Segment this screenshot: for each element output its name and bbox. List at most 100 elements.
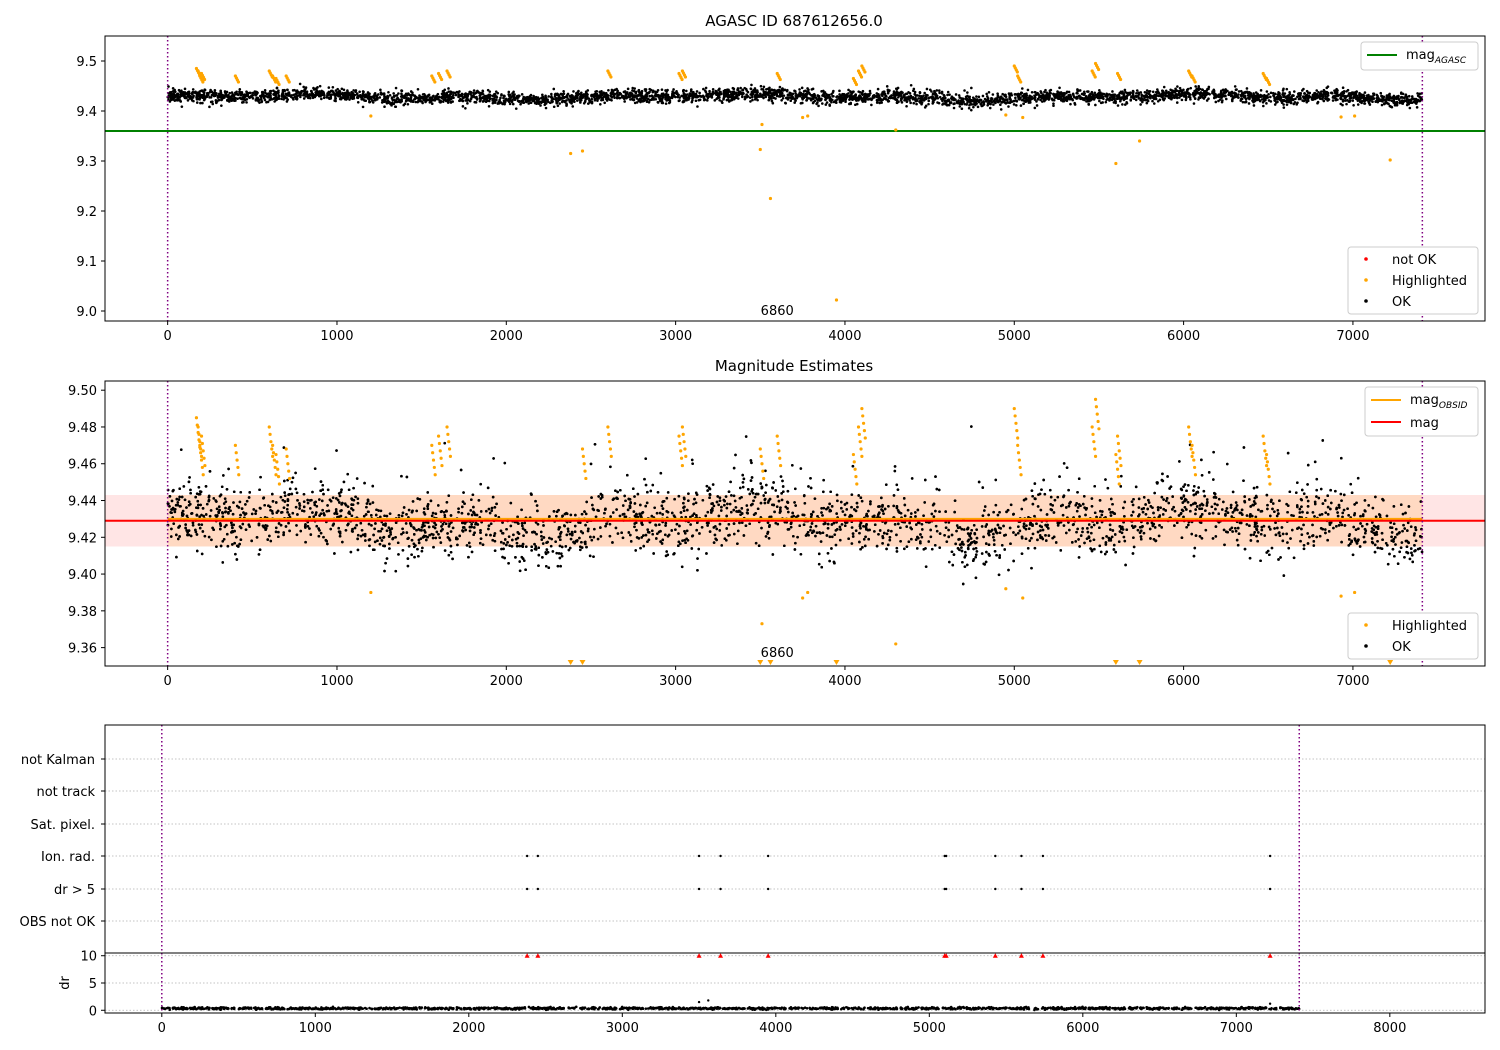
highlighted-point	[277, 82, 281, 87]
ok-point	[1292, 94, 1295, 97]
ok-point	[775, 91, 778, 95]
ok-point	[958, 105, 962, 108]
ok-point	[1419, 98, 1423, 102]
ok-point	[892, 90, 896, 93]
ok-point	[421, 95, 425, 99]
ok-point	[860, 91, 864, 95]
ok-point	[277, 89, 280, 92]
ok-point	[304, 86, 308, 89]
ok-point	[613, 92, 617, 96]
ok-point	[392, 94, 396, 98]
ok-point	[1178, 96, 1181, 99]
ok-point	[849, 101, 853, 105]
ok-point	[702, 98, 706, 102]
ok-point	[895, 98, 899, 102]
ok-point	[909, 94, 913, 98]
ok-points	[166, 82, 1424, 112]
ok-point	[1015, 99, 1019, 103]
ok-point	[412, 98, 416, 101]
highlighted-point	[1353, 114, 1357, 118]
ok-point	[727, 95, 731, 99]
ok-point	[185, 92, 188, 95]
ok-point	[352, 89, 355, 92]
ok-point	[1201, 88, 1204, 92]
ok-point	[1343, 96, 1347, 99]
ok-point	[897, 95, 900, 99]
ok-point	[1134, 98, 1138, 102]
highlighted-point	[433, 80, 437, 84]
ok-point	[822, 93, 825, 96]
ok-point	[1107, 98, 1111, 101]
ok-point	[201, 90, 205, 93]
ok-point	[1096, 94, 1100, 98]
ok-point	[1411, 97, 1415, 100]
ok-point	[1315, 96, 1318, 100]
panel-magnitude-plot-area	[105, 381, 1485, 666]
ok-point	[1369, 99, 1372, 102]
ok-point	[848, 94, 851, 98]
ok-point	[187, 92, 191, 96]
ok-point	[466, 102, 469, 105]
ok-point	[683, 93, 687, 96]
ok-point	[263, 89, 267, 92]
ok-point	[607, 88, 610, 92]
ok-point	[899, 99, 903, 102]
ok-point	[351, 92, 355, 95]
ok-point	[1061, 99, 1065, 102]
ok-point	[520, 93, 524, 96]
ok-point	[259, 97, 263, 101]
ok-point	[318, 84, 322, 88]
ok-point	[596, 99, 599, 102]
ok-point	[753, 87, 757, 90]
ok-point	[1239, 89, 1243, 93]
ok-point	[1122, 93, 1126, 96]
ok-point	[201, 93, 204, 97]
highlighted-points	[194, 61, 1392, 302]
ok-point	[1349, 93, 1353, 97]
ok-point	[741, 88, 745, 92]
ok-point	[1252, 93, 1255, 96]
ok-point	[969, 108, 973, 112]
ok-point	[1341, 86, 1345, 89]
ok-point	[1308, 95, 1311, 98]
ok-point	[1167, 90, 1171, 94]
ok-point	[715, 92, 719, 95]
ok-point	[350, 94, 354, 97]
ok-point	[1266, 96, 1270, 99]
ok-point	[937, 89, 941, 92]
ok-point	[400, 99, 404, 103]
ok-point	[636, 94, 639, 98]
ok-point	[1404, 94, 1407, 98]
ok-point	[911, 96, 915, 99]
ok-point	[967, 106, 971, 110]
ok-point	[736, 97, 740, 100]
ok-point	[961, 99, 964, 102]
ok-point	[262, 93, 265, 96]
ok-point	[550, 92, 553, 96]
ok-point	[705, 94, 709, 97]
ok-point	[1157, 91, 1161, 95]
ok-point	[1395, 103, 1399, 107]
ok-point	[966, 91, 969, 94]
ok-point	[1262, 98, 1266, 101]
ok-point	[689, 88, 693, 91]
ok-point	[631, 86, 635, 90]
ok-point	[1241, 100, 1245, 104]
ok-point	[875, 92, 879, 95]
ok-point	[1145, 98, 1149, 102]
ok-point	[1380, 103, 1384, 107]
ok-point	[318, 90, 321, 93]
ok-point	[1289, 101, 1293, 104]
ok-point	[713, 99, 717, 102]
ok-point	[1306, 91, 1310, 94]
ok-point	[967, 96, 971, 99]
ok-point	[171, 96, 175, 99]
ok-point	[1344, 99, 1347, 102]
ok-point	[1282, 106, 1286, 109]
ok-point	[486, 88, 490, 92]
x-tick-label: 4000	[828, 329, 861, 344]
ok-point	[942, 97, 945, 101]
ok-point	[1189, 98, 1192, 101]
ok-point	[1358, 93, 1361, 96]
ok-point	[457, 94, 460, 98]
